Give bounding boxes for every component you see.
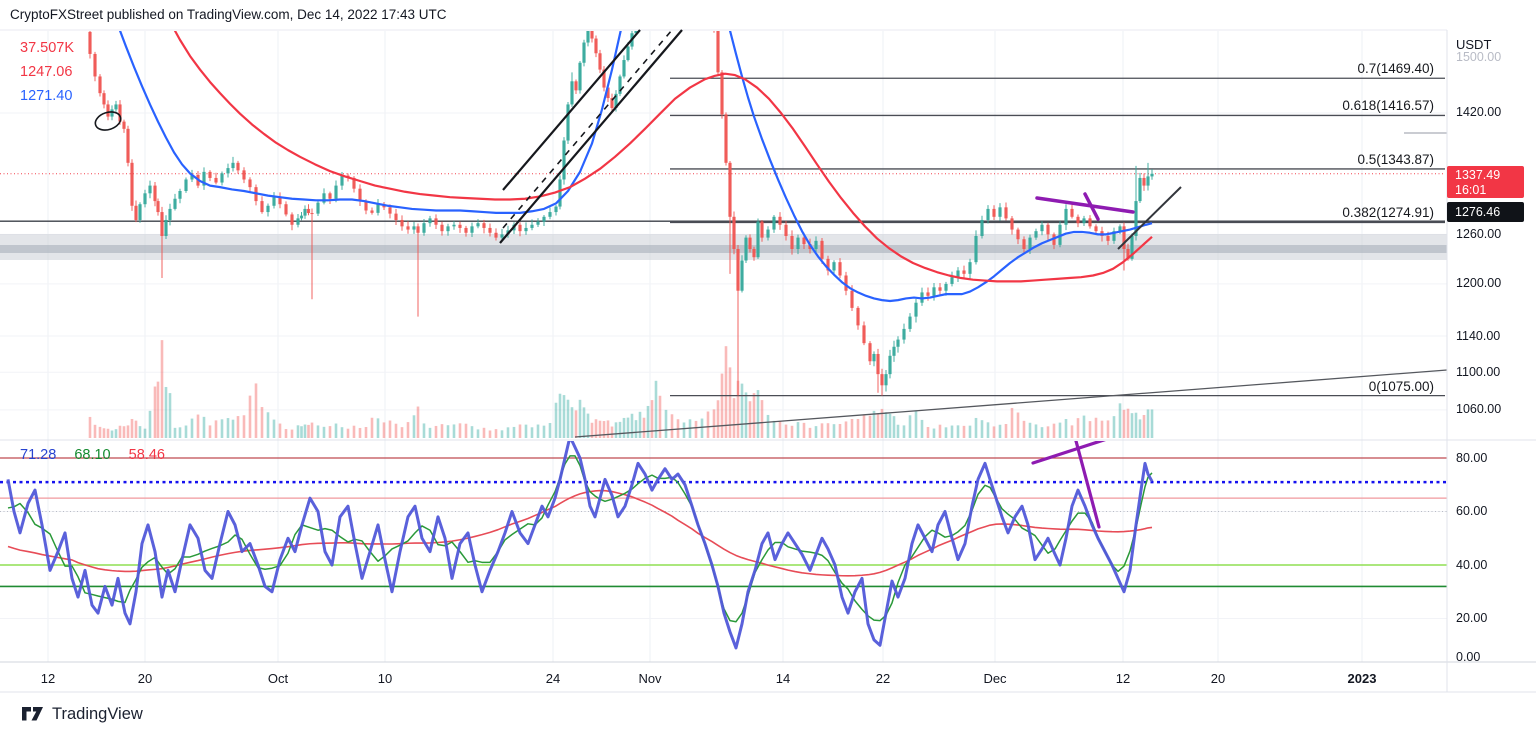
legend-ma-blue-value: 1271.40 [20,88,73,104]
faded-price-tick: 1500.00 [1456,50,1502,64]
moving-averages [118,31,1153,303]
tradingview-logo-text: TradingView [52,705,143,723]
price-line-badge: 1276.46 [1447,202,1524,222]
rsi-panel [0,441,1447,650]
candlesticks [88,31,1154,396]
indicator-legend: 37.507K 1247.06 1271.40 [20,36,74,108]
publish-header: CryptoFXStreet published on TradingView.… [10,7,447,22]
rsi-legend: 71.28 68.10 58.46 [20,447,179,463]
rsi-value: 71.28 [20,447,57,463]
last-price-badge: 1337.49 16:01 [1447,166,1524,198]
volume-bars [88,340,1154,438]
tradingview-attribution[interactable]: TradingView [22,705,143,724]
legend-ma-red-value: 1247.06 [20,64,73,80]
drawing-annotations [94,29,1448,438]
ellipse-annotation [94,111,122,131]
last-price-time: 16:01 [1455,183,1487,197]
quote-currency-label: USDT [1456,37,1492,52]
last-price-value: 1337.49 [1455,168,1501,182]
tradingview-logo-icon [22,706,43,720]
rsi-smoothed-value: 58.46 [128,447,165,463]
rsi-ma-value: 68.10 [74,447,111,463]
legend-volume-value: 37.507K [20,40,75,56]
